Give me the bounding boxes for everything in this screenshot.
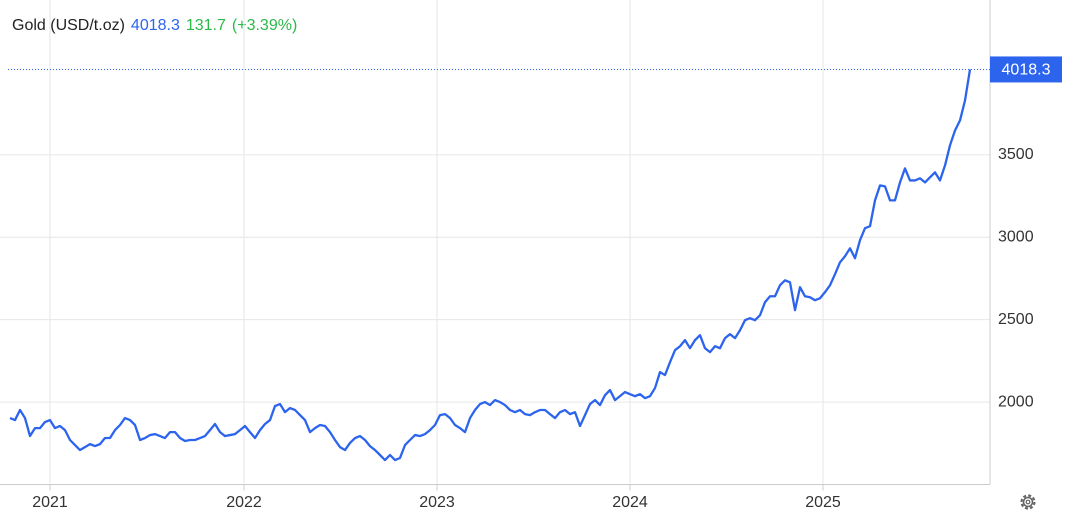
y-tick-label: 2000 [998,393,1034,410]
settings-icon[interactable] [1020,494,1036,510]
last-value: 4018.3 [130,17,180,34]
last-value-badge [990,56,1062,83]
y-tick-label: 3000 [998,228,1034,245]
y-tick-label: 3500 [998,146,1034,163]
chart-title: Gold (USD/t.oz) [12,17,125,34]
x-tick-label: 2022 [226,494,262,511]
gear-hub [1025,499,1031,505]
price-line [9,69,972,462]
gear-body [1022,496,1034,508]
y-tick-label: 2500 [998,311,1034,328]
last-value-label: 4018.3 [1002,62,1051,79]
x-tick-label: 2024 [612,494,648,511]
change: 131.7 [185,17,226,34]
x-tick-label: 2025 [805,494,841,511]
x-tick-label: 2021 [32,494,68,511]
x-tick-label: 2023 [419,494,455,511]
change-pct: (+3.39%) [231,17,298,34]
gear-teeth [1020,494,1036,510]
header: Gold (USD/t.oz) 4018.3 131.7 (+3.39%) [12,17,303,35]
